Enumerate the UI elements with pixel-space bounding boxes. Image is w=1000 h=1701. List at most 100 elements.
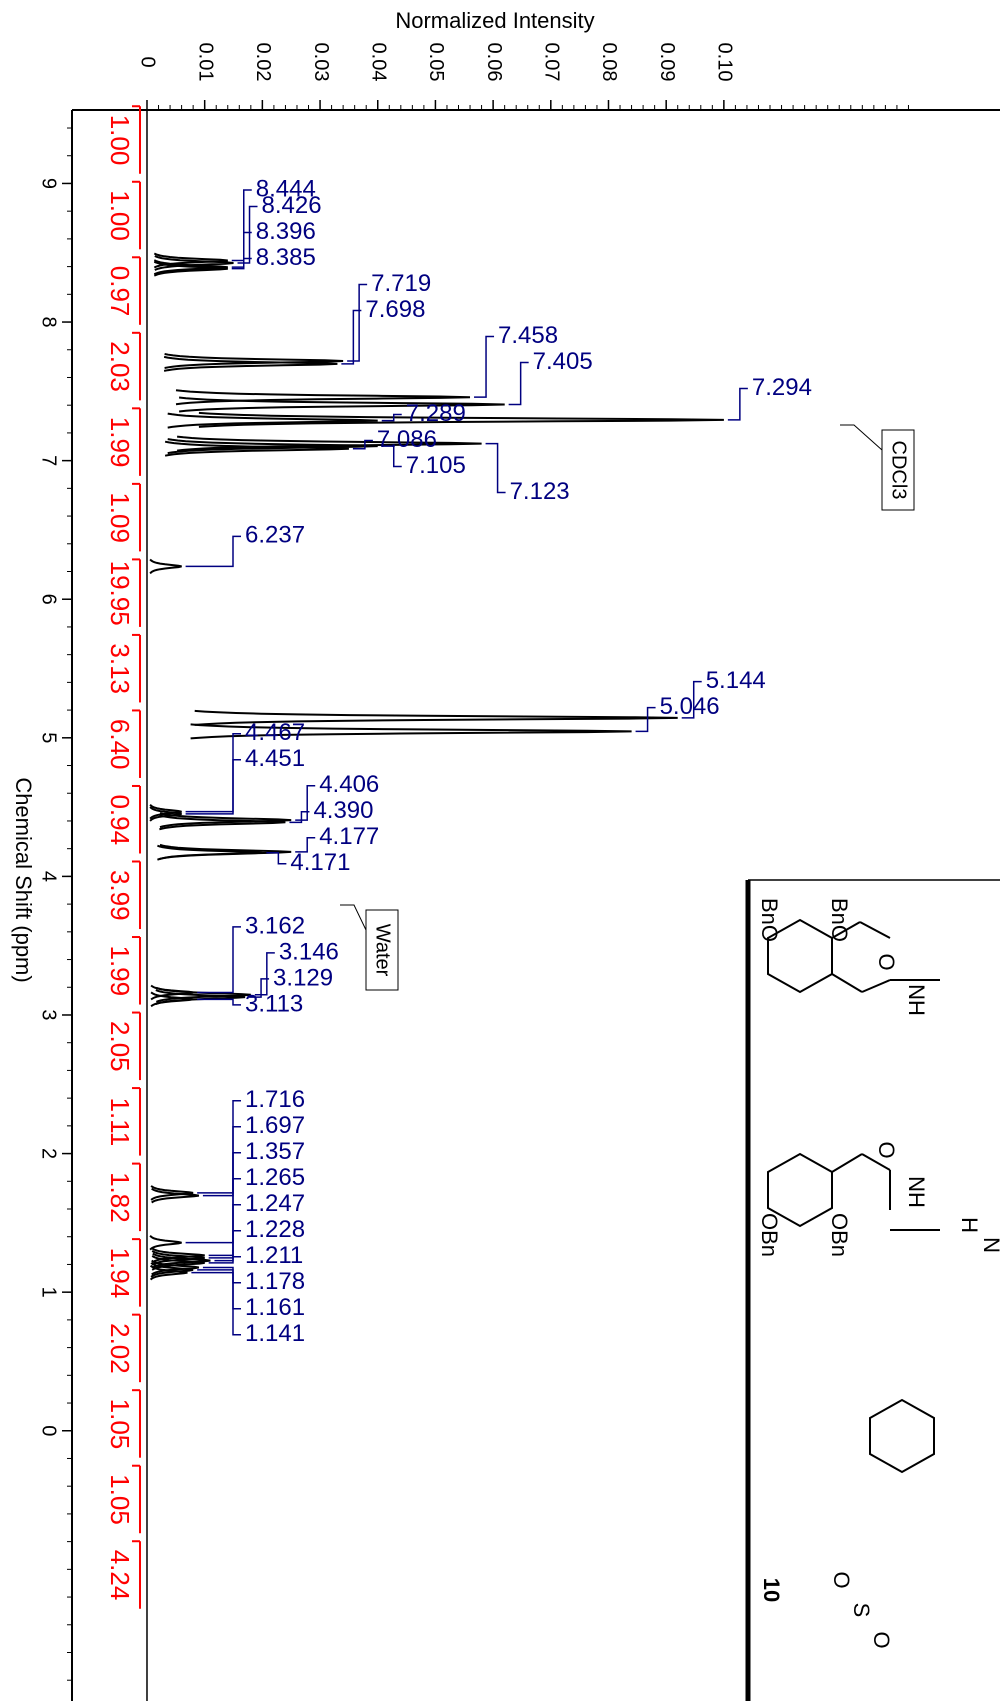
peak-label: 1.247 bbox=[245, 1190, 305, 1217]
y-axis-title: Chemical Shift (ppm) bbox=[11, 777, 36, 982]
peak-label-leader bbox=[254, 952, 275, 996]
integral-label: 2.05 bbox=[105, 1021, 135, 1072]
peak-label-leader bbox=[197, 926, 241, 994]
integral-label: 2.03 bbox=[105, 341, 135, 392]
peak-label-leader bbox=[185, 759, 241, 815]
structure-label: OBn bbox=[827, 1213, 852, 1257]
peak-label: 7.405 bbox=[533, 348, 593, 375]
peak bbox=[149, 806, 182, 822]
peak-label: 1.178 bbox=[245, 1268, 305, 1295]
peak-label-leader bbox=[295, 785, 316, 821]
peak-label: 7.105 bbox=[406, 452, 466, 479]
x-axis-title: Normalized Intensity bbox=[395, 8, 594, 33]
integral-label: 4.24 bbox=[105, 1550, 135, 1601]
peak-label: 8.426 bbox=[262, 192, 322, 219]
structure-label: NH bbox=[904, 984, 929, 1016]
peak bbox=[163, 355, 338, 372]
peak bbox=[151, 1187, 200, 1204]
peak bbox=[149, 1264, 188, 1281]
peak bbox=[155, 986, 251, 1003]
peak bbox=[153, 252, 228, 269]
peak bbox=[176, 435, 482, 452]
integral-label: 3.99 bbox=[105, 870, 135, 921]
y-tick-label: 1 bbox=[38, 1287, 60, 1298]
peak-label: 7.294 bbox=[752, 374, 812, 401]
peak-label: 1.161 bbox=[245, 1294, 305, 1321]
peak-label: 8.396 bbox=[256, 218, 316, 245]
peak-label: 7.123 bbox=[510, 478, 570, 505]
x-tick-label: 0.01 bbox=[194, 43, 216, 82]
peak-label-leader bbox=[289, 811, 310, 824]
y-tick-label: 2 bbox=[38, 1148, 60, 1159]
peak-label-leader bbox=[381, 445, 402, 468]
peak-label: 7.086 bbox=[377, 426, 437, 453]
annotation-leader bbox=[840, 424, 883, 451]
peak-label: 1.716 bbox=[245, 1086, 305, 1113]
peak bbox=[178, 396, 505, 413]
structure-label: H bbox=[957, 1217, 982, 1233]
peak-label: 1.228 bbox=[245, 1216, 305, 1243]
peak bbox=[198, 411, 724, 428]
peak-label: 4.171 bbox=[290, 849, 350, 876]
peak-label-leader bbox=[474, 335, 495, 398]
peak-label: 1.357 bbox=[245, 1138, 305, 1165]
annotation-leader bbox=[340, 904, 367, 931]
peak-label: 3.162 bbox=[245, 912, 305, 939]
peak-label: 7.698 bbox=[365, 296, 425, 323]
peak bbox=[150, 991, 194, 1008]
peak-label-leader bbox=[191, 1271, 241, 1336]
structure-label: BnO bbox=[827, 898, 852, 942]
peak-label: 6.237 bbox=[245, 522, 305, 549]
peak bbox=[167, 438, 378, 455]
peak-label-leader bbox=[185, 535, 241, 568]
y-tick-label: 7 bbox=[38, 455, 60, 466]
peak-label-leader bbox=[681, 680, 702, 719]
integral-label: 1.09 bbox=[105, 492, 135, 543]
structure-label: O bbox=[829, 1571, 854, 1588]
peak-label-leader bbox=[208, 1178, 241, 1257]
peak-label-leader bbox=[295, 837, 316, 853]
peak-label: 7.289 bbox=[406, 400, 466, 427]
structure-label: OBn bbox=[757, 1213, 782, 1257]
integral-label: 1.99 bbox=[105, 945, 135, 996]
peak-label-leader bbox=[347, 283, 368, 362]
peak-label: 4.406 bbox=[319, 771, 379, 798]
peak-label-leader bbox=[202, 1126, 241, 1197]
annotation: CDCl3 bbox=[888, 441, 910, 500]
peak-label-leader bbox=[341, 309, 362, 365]
peak-label: 5.144 bbox=[706, 667, 766, 694]
peak bbox=[153, 260, 228, 277]
peak bbox=[151, 1259, 200, 1276]
peak-label: 5.046 bbox=[660, 693, 720, 720]
peak-label-leader bbox=[231, 231, 252, 268]
integral-label: 1.94 bbox=[105, 1248, 135, 1299]
peak bbox=[153, 259, 228, 276]
peak-label-leader bbox=[352, 439, 373, 450]
peak-label-leader bbox=[231, 257, 252, 270]
peak-label: 3.113 bbox=[245, 990, 303, 1017]
peak-label-leader bbox=[197, 998, 241, 1006]
peak bbox=[164, 440, 349, 457]
integral-label: 1.11 bbox=[105, 1097, 135, 1146]
peak-label-leader bbox=[508, 361, 529, 406]
x-tick-label: 0.08 bbox=[598, 43, 620, 82]
integral-label: 19.95 bbox=[105, 561, 135, 626]
peak-label-leader bbox=[727, 387, 748, 421]
peak bbox=[149, 1234, 182, 1251]
peak-label: 3.146 bbox=[279, 938, 339, 965]
peak-label: 4.177 bbox=[319, 823, 379, 850]
x-tick-label: 0.06 bbox=[483, 43, 505, 82]
annotation: Water bbox=[372, 924, 394, 977]
peak-label-leader bbox=[208, 1256, 241, 1264]
integral-label: 1.99 bbox=[105, 417, 135, 468]
peak-label: 3.129 bbox=[273, 964, 333, 991]
y-tick-label: 4 bbox=[38, 871, 60, 882]
peak-label: 8.444 bbox=[256, 175, 316, 202]
structure-label: O bbox=[869, 1631, 894, 1648]
peak bbox=[150, 1185, 194, 1201]
integral-label: 0.94 bbox=[105, 794, 135, 845]
peak-label: 1.697 bbox=[245, 1112, 305, 1139]
peak-label-leader bbox=[266, 851, 287, 865]
x-tick-label: 0.09 bbox=[656, 43, 678, 82]
